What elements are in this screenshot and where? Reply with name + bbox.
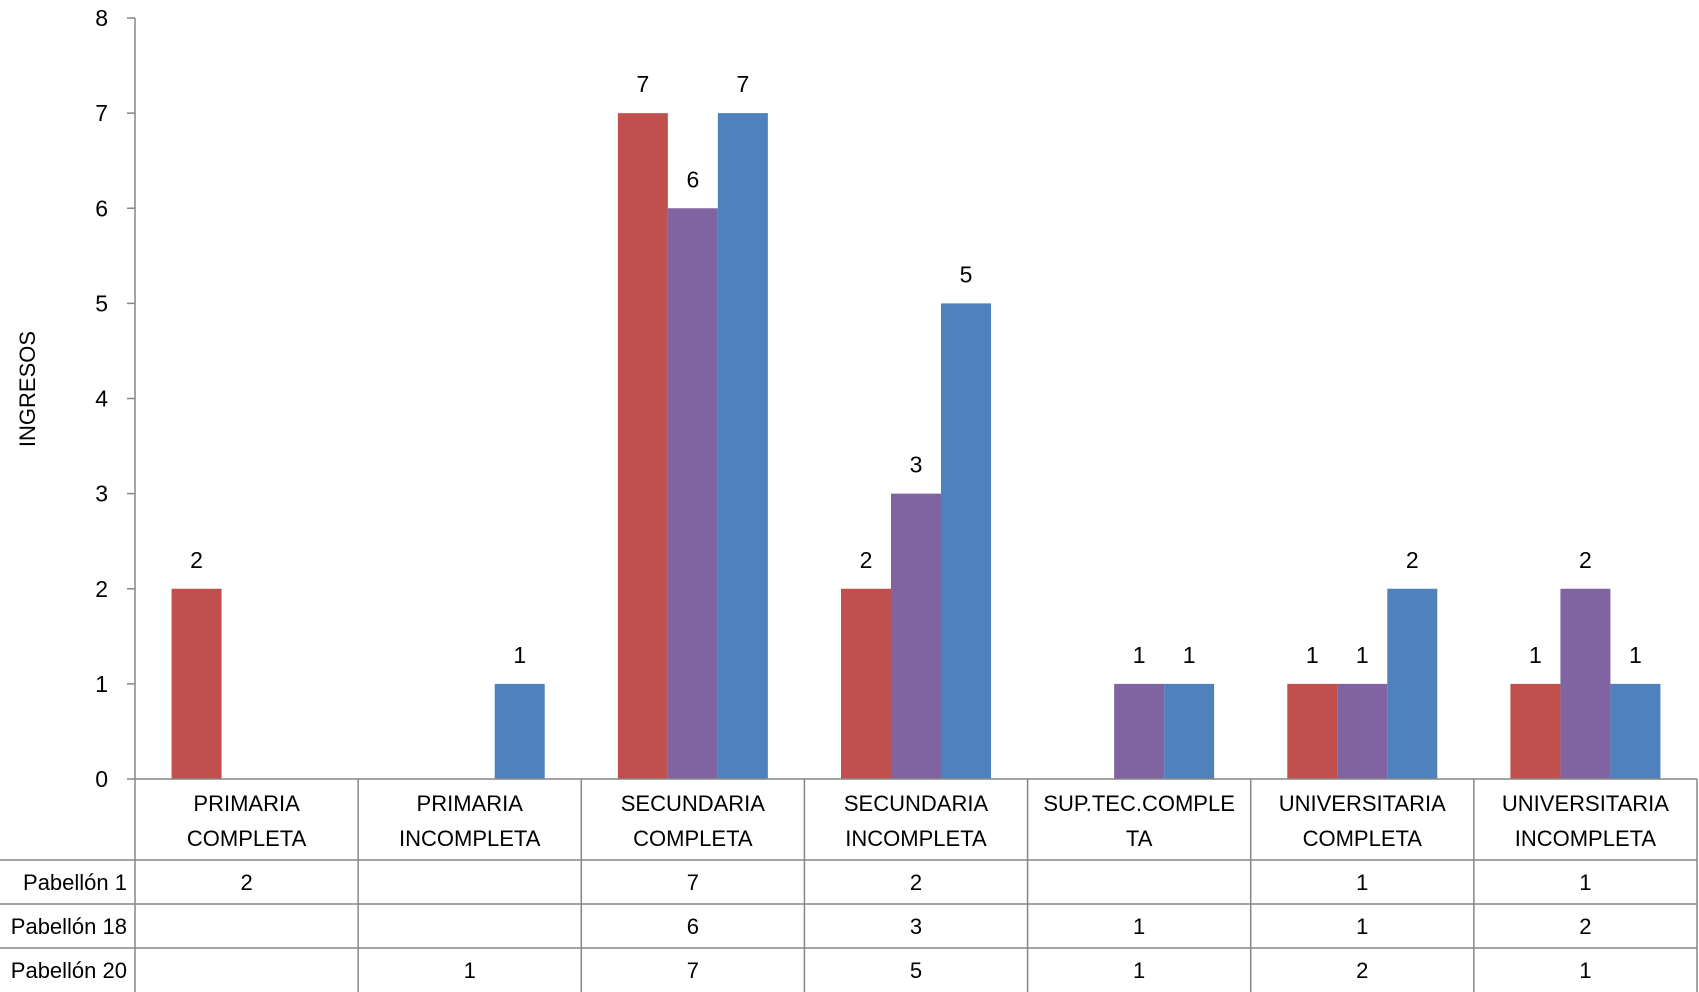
y-tick-label: 0	[95, 766, 108, 792]
y-tick-label: 8	[95, 5, 108, 31]
series-name: Pabellón 1	[23, 870, 127, 895]
bar	[1337, 684, 1387, 779]
table-cell: 1	[1356, 870, 1368, 895]
data-label: 5	[960, 261, 973, 287]
category-label-line: TA	[1126, 826, 1153, 851]
bar	[172, 589, 222, 779]
category-label-line: COMPLETA	[633, 826, 753, 851]
bar	[1510, 684, 1560, 779]
data-label: 1	[513, 642, 526, 668]
category-label-line: COMPLETA	[187, 826, 307, 851]
category-label-line: PRIMARIA	[417, 791, 524, 816]
table-cell: 2	[910, 870, 922, 895]
data-label: 1	[1629, 642, 1642, 668]
table-cell: 1	[1356, 914, 1368, 939]
table-cell: 2	[1356, 958, 1368, 983]
category-label-line: COMPLETA	[1303, 826, 1423, 851]
category-label-line: UNIVERSITARIA	[1502, 791, 1669, 816]
table-cell: 7	[687, 870, 699, 895]
category-label: SECUNDARIA INCOMPLETA	[844, 791, 989, 851]
table-cell: 1	[1133, 958, 1145, 983]
bars	[172, 113, 1661, 779]
data-label: 2	[190, 547, 203, 573]
table-cell: 1	[1579, 958, 1591, 983]
bar	[668, 208, 718, 779]
category-label-line: UNIVERSITARIA	[1279, 791, 1446, 816]
bar	[1560, 589, 1610, 779]
category-label: UNIVERSITARIA COMPLETA	[1279, 791, 1446, 851]
bar	[618, 113, 668, 779]
table-cell: 1	[1579, 870, 1591, 895]
category-label: PRIMARIA COMPLETA	[187, 791, 307, 851]
data-label: 7	[736, 71, 749, 97]
category-label: PRIMARIA INCOMPLETA	[399, 791, 541, 851]
bar	[1164, 684, 1214, 779]
table-cell: 6	[687, 914, 699, 939]
category-label-line: INCOMPLETA	[399, 826, 541, 851]
data-label: 7	[636, 71, 649, 97]
data-label: 1	[1133, 642, 1146, 668]
y-tick-label: 7	[95, 100, 108, 126]
table-cell: 3	[910, 914, 922, 939]
data-label: 3	[910, 452, 923, 478]
data-label: 2	[860, 547, 873, 573]
y-tick-label: 1	[95, 671, 108, 697]
bar	[941, 303, 991, 779]
bar	[1114, 684, 1164, 779]
category-label-line: INCOMPLETA	[1515, 826, 1657, 851]
table-cell: 2	[1579, 914, 1591, 939]
category-label: SECUNDARIA COMPLETA	[621, 791, 766, 851]
series-name: Pabellón 20	[11, 958, 127, 983]
y-tick-label: 3	[95, 481, 108, 507]
bar	[1287, 684, 1337, 779]
table-cell: 2	[240, 870, 252, 895]
bar	[1387, 589, 1437, 779]
data-label: 2	[1406, 547, 1419, 573]
y-axis: 0 1 2 3 4 5 6 7 8	[95, 5, 135, 792]
category-label-line: SECUNDARIA	[844, 791, 989, 816]
series-name: Pabellón 18	[11, 914, 127, 939]
table-cell: 7	[687, 958, 699, 983]
bar	[718, 113, 768, 779]
table-cell: 5	[910, 958, 922, 983]
category-label-line: SUP.TEC.COMPLE	[1043, 791, 1235, 816]
y-tick-label: 6	[95, 195, 108, 221]
bar	[1610, 684, 1660, 779]
bar	[841, 589, 891, 779]
category-label-line: INCOMPLETA	[845, 826, 987, 851]
table-cell: 1	[464, 958, 476, 983]
data-label: 1	[1306, 642, 1319, 668]
table-cell: 1	[1133, 914, 1145, 939]
y-axis-title: INGRESOS	[15, 331, 40, 447]
y-tick-label: 4	[95, 386, 108, 412]
data-label: 1	[1529, 642, 1542, 668]
y-tick-label: 5	[95, 290, 108, 316]
category-label-line: SECUNDARIA	[621, 791, 766, 816]
bar	[495, 684, 545, 779]
category-label-line: PRIMARIA	[193, 791, 300, 816]
data-label: 6	[686, 166, 699, 192]
y-tick-label: 2	[95, 576, 108, 602]
category-label: SUP.TEC.COMPLE TA	[1043, 791, 1235, 851]
category-label: UNIVERSITARIA INCOMPLETA	[1502, 791, 1669, 851]
bar	[891, 494, 941, 779]
data-label: 1	[1183, 642, 1196, 668]
data-label: 2	[1579, 547, 1592, 573]
data-label: 1	[1356, 642, 1369, 668]
